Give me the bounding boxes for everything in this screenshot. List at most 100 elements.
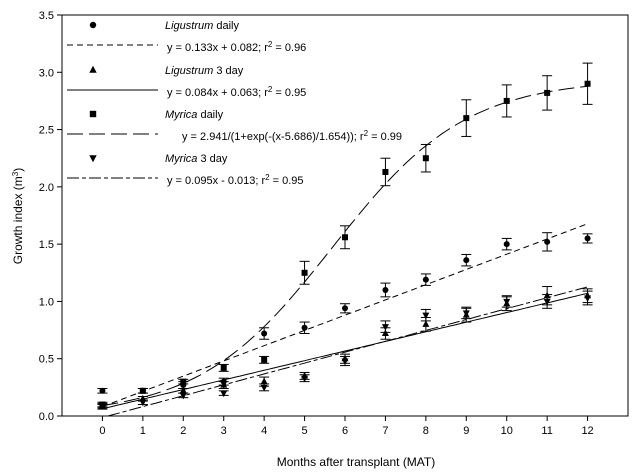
y-tick-label: 2.5	[39, 125, 54, 137]
x-tick-label: 9	[463, 425, 469, 437]
x-tick-label: 7	[382, 425, 388, 437]
x-tick-label: 5	[302, 425, 308, 437]
legend-series-name: Ligustrum 3 day	[165, 65, 244, 77]
legend-series-name-rest: daily	[197, 109, 223, 121]
data-point-series-1	[544, 238, 551, 245]
data-point-series-4	[341, 358, 349, 366]
legend-series-name-rest: 3 day	[197, 153, 227, 165]
legend-equation: y = 0.133x + 0.082; r2 = 0.96	[167, 40, 306, 55]
y-tick-label: 2.0	[39, 182, 54, 194]
legend-equation: y = 2.941/(1+exp(-(x-5.686)/1.654)); r2 …	[182, 129, 402, 144]
legend-equation: y = 0.095x - 0.013; r2 = 0.95	[167, 173, 304, 188]
legend-equation-superscript: 2	[268, 85, 273, 94]
data-point-series-4	[584, 295, 592, 302]
data-point-series-4	[543, 298, 551, 306]
data-point-series-1	[422, 276, 429, 283]
legend-series-name: Myrica 3 day	[165, 153, 228, 165]
legend-equation-text: y = 0.133x + 0.082; r	[167, 42, 268, 54]
data-point-series-3	[422, 155, 429, 162]
data-point-series-4	[503, 298, 511, 306]
data-point-series-1	[342, 305, 348, 312]
data-point-series-3	[301, 269, 308, 276]
data-point-series-1	[301, 324, 308, 331]
legend-marker	[89, 21, 97, 29]
x-tick-label: 0	[99, 425, 105, 437]
data-point-series-3	[139, 387, 146, 394]
legend-series-name-rest: 3 day	[213, 65, 243, 77]
data-point-series-4	[98, 403, 106, 410]
legend-series-name-italic: Myrica	[165, 153, 197, 165]
data-point-series-3	[342, 234, 348, 241]
legend-equation-text: y = 0.095x - 0.013; r	[167, 175, 265, 187]
legend-equation-superscript: 2	[268, 40, 273, 49]
fit-line-series-4	[107, 286, 588, 416]
y-tick-label: 0.5	[39, 354, 54, 366]
legend-equation-text: = 0.96	[272, 42, 306, 54]
legend-equation-text: = 0.95	[270, 175, 304, 187]
y-tick-label: 3.5	[39, 10, 54, 22]
plot-area: 0.00.51.01.52.02.53.03.50 1 2 3 4 5 6 7 8 9 10 11 12	[39, 10, 629, 437]
data-point-series-3	[220, 364, 227, 371]
data-point-series-1	[99, 387, 106, 394]
legend-equation-text: y = 0.084x + 0.063; r	[167, 87, 268, 99]
data-point-series-3	[584, 80, 591, 87]
data-point-series-4	[381, 324, 389, 331]
y-tick-label: 1.5	[39, 239, 54, 251]
y-tick-label: 1.0	[39, 296, 54, 308]
data-point-series-3	[503, 97, 510, 104]
x-axis-title: Months after transplant (MAT)	[277, 455, 436, 469]
data-point-series-2	[422, 320, 430, 327]
legend-marker	[89, 110, 97, 118]
x-tick-label: 6	[342, 425, 348, 437]
legend-marker	[89, 155, 97, 163]
legend-series-name-italic: Myrica	[165, 109, 197, 121]
legend-equation-superscript: 2	[265, 173, 270, 182]
data-point-series-3	[544, 89, 551, 96]
legend-equation-text: = 0.99	[368, 131, 402, 143]
fit-line-series-1	[102, 223, 588, 408]
legend-equation-text: y = 2.941/(1+exp(-(x-5.686)/1.654)); r	[182, 131, 364, 143]
y-tick-label: 3.0	[39, 67, 54, 79]
data-point-series-4	[220, 390, 228, 398]
legend-series-name: Ligustrum daily	[165, 20, 239, 32]
legend-equation-superscript: 2	[364, 129, 369, 138]
legend-series-name: Myrica daily	[165, 109, 224, 121]
legend-marker	[89, 65, 97, 73]
x-tick-label: 10	[501, 425, 513, 437]
y-axis-title-superscript: 3	[11, 171, 20, 176]
y-axis-title-close: )	[11, 168, 25, 172]
data-point-series-4	[301, 375, 309, 383]
data-point-series-1	[382, 286, 389, 293]
x-tick-label: 3	[221, 425, 227, 437]
data-point-series-4	[260, 384, 268, 392]
data-point-series-2	[220, 381, 228, 388]
data-point-series-4	[139, 399, 147, 407]
data-point-series-3	[180, 378, 187, 385]
y-axis-title: Growth index (m3)	[11, 168, 26, 264]
legend-series-name-italic: Ligustrum	[165, 65, 213, 77]
data-point-series-4	[462, 310, 470, 317]
data-point-series-3	[261, 356, 268, 363]
x-tick-label: 8	[423, 425, 429, 437]
x-tick-label: 11	[541, 425, 552, 437]
legend-series-name-rest: daily	[213, 20, 239, 32]
y-axis-title-text: Growth index (m	[11, 176, 25, 264]
data-point-series-2	[260, 377, 268, 385]
x-tick-label: 2	[180, 425, 186, 437]
legend-equation: y = 0.084x + 0.063; r2 = 0.95	[167, 85, 306, 100]
data-point-series-2	[179, 386, 187, 394]
data-point-series-4	[179, 392, 187, 400]
data-point-series-3	[382, 168, 389, 175]
x-tick-label: 12	[581, 425, 593, 437]
y-tick-label: 0.0	[39, 411, 54, 423]
legend-equation-text: = 0.95	[272, 87, 306, 99]
data-point-series-1	[584, 235, 591, 242]
data-point-series-4	[422, 312, 430, 320]
legend-series-name-italic: Ligustrum	[165, 20, 213, 32]
data-point-series-1	[503, 241, 510, 248]
x-tick-label: 4	[261, 425, 267, 437]
data-point-series-1	[261, 330, 268, 337]
x-tick-label: 1	[140, 425, 146, 437]
